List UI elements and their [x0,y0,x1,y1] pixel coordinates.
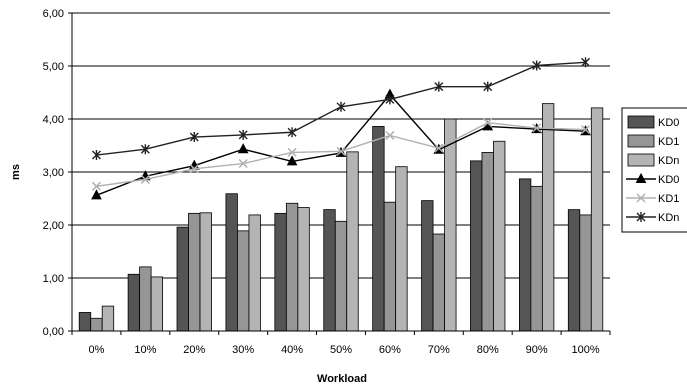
bar-kdn [297,207,310,332]
bar-kd1 [432,233,445,332]
bar-kd1 [334,220,348,332]
legend-label: KD1 [658,136,679,148]
x-tick-label: 30% [232,344,254,356]
bar-series [78,103,604,332]
x-tick-labels: 0% 10% 20% 30% 40% 50% 60% 70% 80% 90% 100% [89,344,600,356]
legend-swatch-kd1 [627,134,655,148]
bar-kdn [590,107,604,332]
point-kdn [91,150,101,161]
point-kd0 [91,189,102,200]
bar-kd0 [127,273,141,332]
bar-kdn [150,276,164,332]
bar-kd0 [225,193,238,332]
bar-kd1 [237,230,250,332]
point-kd1 [434,143,444,153]
bar-kd0 [470,160,483,332]
y-tick-labels: 0,00 1,00 2,00 3,00 4,00 5,00 6,00 [43,8,64,338]
point-kd1 [336,146,346,156]
bar-kd1 [285,202,299,332]
legend-label: KDn [658,212,679,224]
axes [68,12,611,335]
point-kd1 [532,123,542,133]
point-kdn [287,127,297,138]
bar-kd0 [567,209,581,332]
x-tick-label: 100% [571,344,599,356]
point-kd0 [286,155,298,166]
bar-kdn [541,103,555,332]
bar-kdn [199,212,212,332]
point-kd1 [140,174,150,184]
x-tick-label: 10% [134,344,156,356]
legend: KD0 KD1 KDn KD0 KD1 KDn [621,107,687,233]
point-kd1 [581,125,591,135]
legend-label: KD0 [658,174,679,186]
bar-kdn [395,166,408,332]
bar-kd1 [139,266,152,332]
bar-kd1 [579,214,592,332]
x-tick-label: 40% [281,344,303,356]
bar-kd0 [372,126,385,332]
point-kdn [532,60,542,71]
legend-swatch-kdn [627,153,655,167]
point-kd1 [287,147,297,157]
bar-kd0 [323,209,336,332]
legend-label: KD0 [658,117,679,129]
legend-box [621,107,687,233]
bar-kd1 [481,151,494,332]
bar-kd0 [274,212,287,332]
bar-kd1 [383,201,397,332]
point-kd1 [189,164,199,174]
x-axis-label: Workload [317,373,367,385]
x-tick-label: 0% [89,344,105,356]
x-tick-label: 20% [183,344,205,356]
x-tick-label: 80% [477,344,499,356]
x-tick-label: 50% [330,344,352,356]
y-tick-label: 2,00 [43,220,64,232]
point-kd1 [385,130,395,140]
y-tick-label: 4,00 [43,114,64,126]
point-kdn [238,129,248,140]
point-kdn [140,144,150,155]
y-tick-label: 6,00 [43,8,64,20]
bar-kdn [493,140,506,332]
y-axis-label: ms [10,164,22,180]
point-kdn [189,132,199,143]
x-tick-label: 70% [428,344,450,356]
bar-kd0 [421,200,434,332]
bar-kd0 [78,312,92,332]
bar-kdn [101,305,115,332]
line-series [91,57,591,200]
point-kdn [581,57,591,68]
legend-label: KD1 [658,193,679,205]
x-tick-label: 90% [526,344,548,356]
bar-kd0 [518,178,532,332]
point-kd0 [237,143,249,154]
point-kd1 [238,158,248,169]
legend-marker-kd0 [635,172,647,183]
y-tick-label: 3,00 [43,167,64,179]
y-tick-label: 5,00 [43,61,64,73]
point-kd1 [483,118,493,128]
point-kdn [385,94,395,105]
x-tick-label: 60% [379,344,401,356]
legend-label: KDn [658,155,679,167]
bar-kd1 [188,212,201,332]
point-kd1 [91,181,101,191]
point-kdn [336,101,346,112]
bar-kd1 [90,317,103,332]
y-tick-label: 1,00 [43,273,64,285]
bar-kd1 [530,185,543,332]
bar-kdn [248,214,261,332]
y-tick-label: 0,00 [43,326,64,338]
bar-kd0 [176,226,189,332]
bar-kdn [346,151,359,332]
bar-kdn [444,118,457,332]
point-kdn [434,81,444,92]
point-kdn [483,81,493,92]
legend-marker-kd1 [636,193,646,203]
legend-marker-kdn [636,212,646,222]
legend-swatch-kd0 [627,115,655,129]
